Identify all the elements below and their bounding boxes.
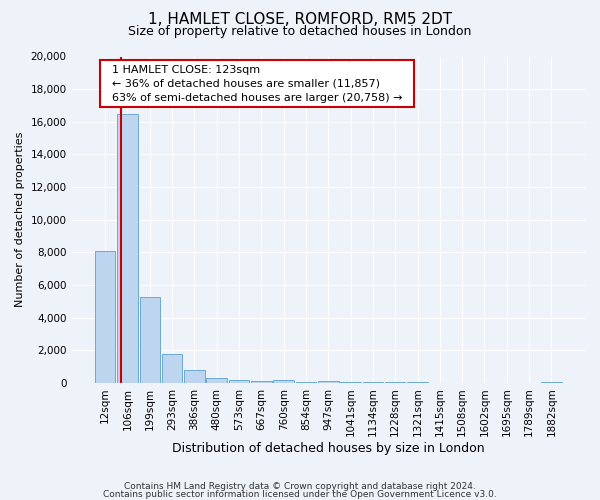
- Bar: [184, 370, 205, 383]
- Bar: [162, 354, 182, 383]
- Bar: [140, 297, 160, 383]
- Text: Size of property relative to detached houses in London: Size of property relative to detached ho…: [128, 25, 472, 38]
- Bar: [95, 250, 115, 383]
- Bar: [318, 381, 338, 383]
- X-axis label: Distribution of detached houses by size in London: Distribution of detached houses by size …: [172, 442, 485, 455]
- Y-axis label: Number of detached properties: Number of detached properties: [15, 132, 25, 308]
- Bar: [541, 382, 562, 383]
- Bar: [274, 380, 294, 383]
- Text: Contains public sector information licensed under the Open Government Licence v3: Contains public sector information licen…: [103, 490, 497, 499]
- Text: Contains HM Land Registry data © Crown copyright and database right 2024.: Contains HM Land Registry data © Crown c…: [124, 482, 476, 491]
- Bar: [117, 114, 138, 383]
- Text: 1, HAMLET CLOSE, ROMFORD, RM5 2DT: 1, HAMLET CLOSE, ROMFORD, RM5 2DT: [148, 12, 452, 28]
- Bar: [229, 380, 249, 383]
- Bar: [206, 378, 227, 383]
- Text: 1 HAMLET CLOSE: 123sqm  
  ← 36% of detached houses are smaller (11,857)  
  63%: 1 HAMLET CLOSE: 123sqm ← 36% of detached…: [105, 64, 409, 102]
- Bar: [251, 381, 272, 383]
- Bar: [362, 382, 383, 383]
- Bar: [296, 382, 316, 383]
- Bar: [340, 382, 361, 383]
